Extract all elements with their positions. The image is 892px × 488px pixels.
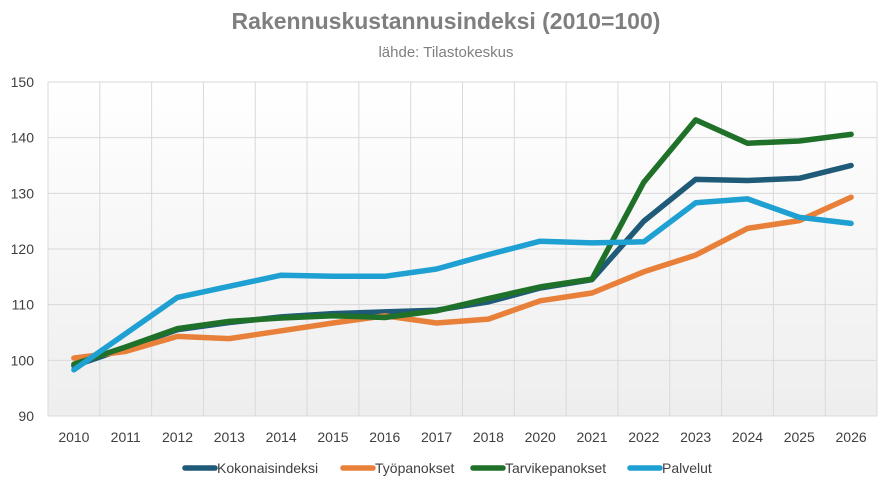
chart-title: Rakennuskustannusindeksi (2010=100) bbox=[231, 8, 661, 34]
x-tick-label: 2013 bbox=[214, 429, 245, 445]
y-tick-label: 120 bbox=[11, 241, 35, 257]
legend-label: Palvelut bbox=[662, 460, 712, 476]
x-tick-label: 2020 bbox=[525, 429, 556, 445]
x-tick-label: 2015 bbox=[317, 429, 348, 445]
y-tick-label: 90 bbox=[18, 408, 34, 424]
legend-label: Kokonaisindeksi bbox=[217, 460, 318, 476]
x-tick-label: 2021 bbox=[576, 429, 607, 445]
x-tick-label: 2026 bbox=[836, 429, 867, 445]
series-line-palvelut bbox=[71, 196, 854, 373]
x-tick-label: 2012 bbox=[162, 429, 193, 445]
y-tick-label: 110 bbox=[12, 297, 35, 313]
x-tick-label: 2024 bbox=[732, 429, 763, 445]
chart-subtitle: lähde: Tilastokeskus bbox=[378, 44, 514, 61]
series-line-työpanokset bbox=[71, 194, 854, 361]
x-tick-label: 2010 bbox=[58, 429, 89, 445]
x-tick-label: 2018 bbox=[473, 429, 504, 445]
x-tick-label: 2025 bbox=[784, 429, 815, 445]
y-tick-label: 130 bbox=[11, 185, 35, 201]
x-tick-label: 2023 bbox=[680, 429, 711, 445]
series-line-tarvikepanokset bbox=[71, 117, 854, 367]
x-tick-label: 2016 bbox=[369, 429, 400, 445]
y-tick-label: 100 bbox=[11, 352, 35, 368]
y-tick-label: 150 bbox=[11, 74, 35, 90]
x-tick-label: 2017 bbox=[421, 429, 452, 445]
y-tick-label: 140 bbox=[11, 130, 35, 146]
legend-label: Tarvikepanokset bbox=[505, 460, 606, 476]
x-tick-label: 2022 bbox=[628, 429, 659, 445]
x-tick-label: 2011 bbox=[111, 429, 141, 445]
x-tick-label: 2014 bbox=[266, 429, 297, 445]
legend-label: Työpanokset bbox=[375, 460, 454, 476]
